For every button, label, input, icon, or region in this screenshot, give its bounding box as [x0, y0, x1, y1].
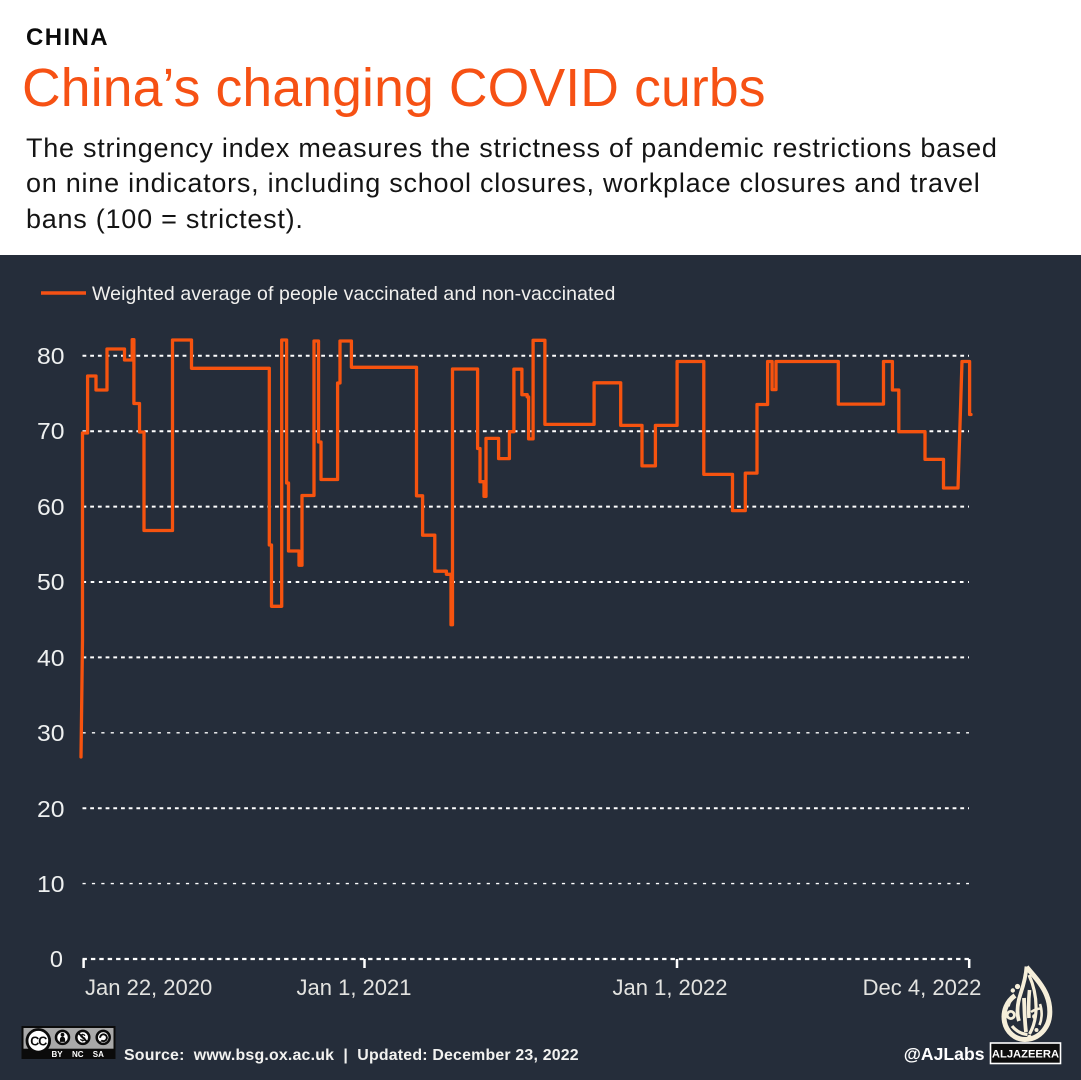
svg-text:ALJAZEERA: ALJAZEERA	[992, 1049, 1059, 1061]
svg-text:80: 80	[37, 343, 65, 369]
svg-text:SA: SA	[93, 1050, 104, 1059]
svg-text:60: 60	[37, 494, 65, 520]
svg-text:Jan 1, 2022: Jan 1, 2022	[613, 975, 728, 1000]
svg-text:@AJLabs: @AJLabs	[904, 1044, 985, 1064]
svg-text:BY: BY	[51, 1050, 63, 1059]
svg-text:CC: CC	[30, 1035, 47, 1049]
svg-text:Dec 4, 2022: Dec 4, 2022	[863, 975, 982, 1000]
svg-text:Jan 22, 2020: Jan 22, 2020	[85, 975, 212, 1000]
svg-text:20: 20	[37, 796, 65, 822]
svg-text:Jan 1, 2021: Jan 1, 2021	[297, 975, 412, 1000]
svg-text:Weighted average of people vac: Weighted average of people vaccinated an…	[92, 283, 615, 305]
svg-text:Source: www.bsg.ox.ac.uk |: Source: www.bsg.ox.ac.uk | Updated: Dece…	[124, 1047, 579, 1064]
svg-text:30: 30	[37, 720, 65, 746]
svg-text:NC: NC	[72, 1050, 84, 1059]
svg-text:0: 0	[50, 946, 63, 972]
svg-text:50: 50	[37, 569, 65, 595]
svg-text:70: 70	[37, 418, 65, 444]
svg-text:10: 10	[37, 871, 65, 897]
svg-text:40: 40	[37, 645, 65, 671]
